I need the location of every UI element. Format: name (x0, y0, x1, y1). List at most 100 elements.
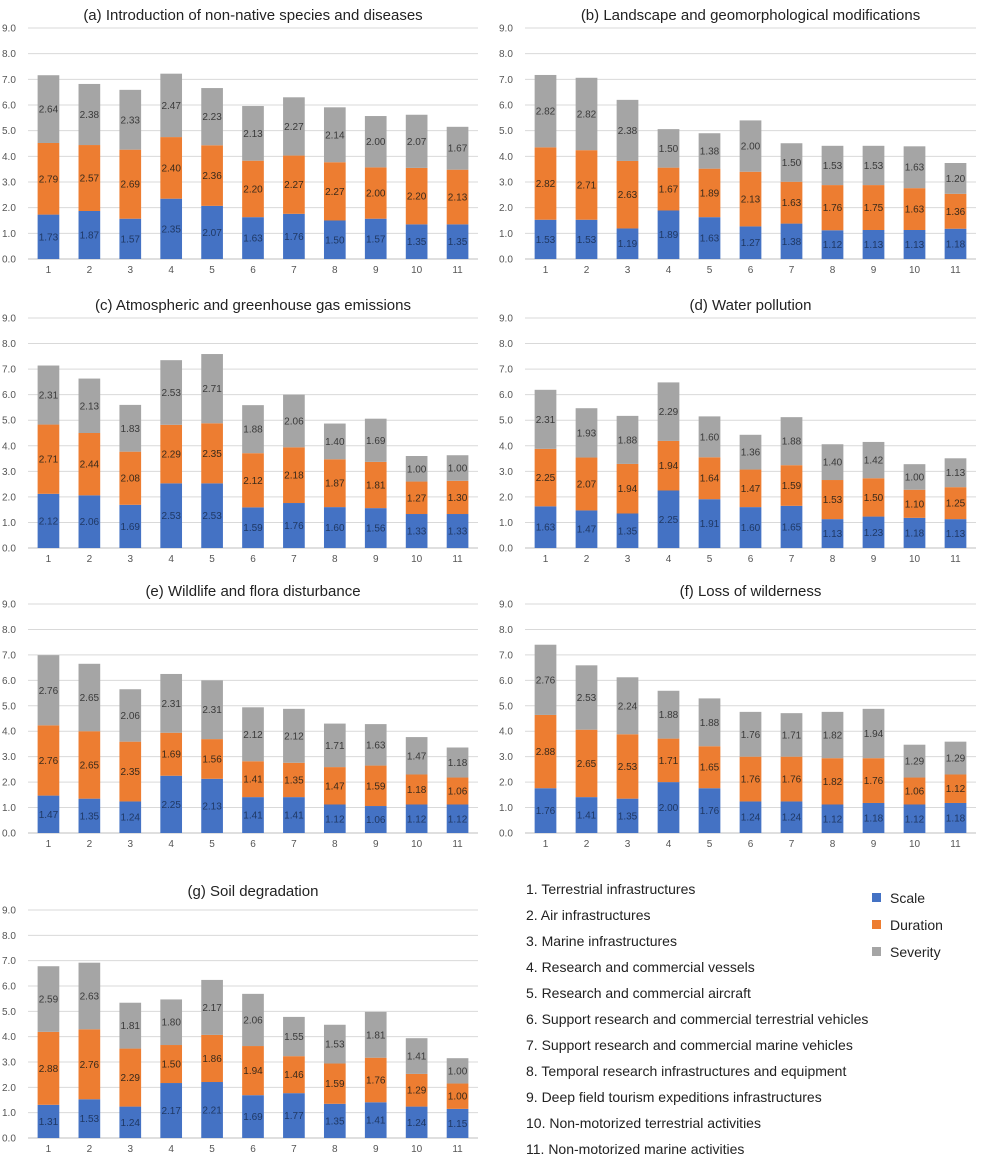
legend-swatch (872, 920, 881, 929)
data-label: 1.41 (366, 1116, 386, 1127)
y-tick-label: 0.0 (2, 544, 16, 555)
bar-scale (323, 507, 346, 548)
bar-scale (78, 1099, 101, 1138)
bar-duration (119, 741, 142, 802)
x-tick-label: 10 (411, 554, 423, 565)
bar-duration (657, 738, 680, 783)
data-label: 1.13 (946, 529, 966, 540)
data-label: 1.57 (366, 234, 386, 245)
data-label: 1.47 (325, 781, 345, 792)
bar-scale (862, 802, 885, 833)
chart-title: (g) Soil degradation (188, 883, 319, 900)
bar-scale (323, 1103, 346, 1138)
y-tick-label: 9.0 (499, 314, 513, 325)
bar-scale (242, 1095, 264, 1138)
data-label: 1.76 (864, 776, 884, 787)
data-label: 2.63 (80, 992, 100, 1003)
bar-severity (739, 434, 762, 470)
x-tick-label: 6 (748, 839, 754, 850)
data-label: 1.53 (864, 161, 884, 172)
series-legend-item: Scale (872, 884, 943, 911)
bar-severity (405, 114, 428, 168)
x-tick-label: 9 (871, 265, 877, 276)
data-label: 1.63 (782, 198, 802, 209)
legend-label: Duration (890, 916, 943, 933)
bar-duration (283, 155, 305, 214)
y-tick-label: 9.0 (499, 600, 513, 611)
category-legend-item: 10. Non-motorized terrestrial activities (526, 1115, 761, 1131)
y-tick-label: 6.0 (499, 676, 513, 687)
y-tick-label: 7.0 (499, 75, 513, 86)
x-tick-label: 4 (168, 1144, 174, 1155)
bar-duration (37, 1031, 60, 1105)
bar-scale (119, 218, 142, 259)
data-label: 1.38 (700, 146, 720, 157)
data-label: 1.94 (864, 729, 884, 740)
bar-scale (201, 778, 223, 833)
y-tick-label: 9.0 (499, 24, 513, 35)
y-tick-label: 8.0 (499, 49, 513, 60)
bar-severity (283, 97, 305, 156)
data-label: 2.57 (80, 174, 100, 185)
bar-duration (698, 168, 721, 218)
data-label: 1.00 (448, 1066, 468, 1077)
data-label: 2.13 (80, 401, 100, 412)
x-tick-label: 11 (452, 265, 463, 276)
bar-scale (160, 483, 183, 548)
x-tick-label: 8 (332, 265, 338, 276)
category-legend-item: 11. Non-motorized marine activities (526, 1141, 745, 1157)
category-legend-item: 6. Support research and commercial terre… (526, 1011, 869, 1027)
data-label: 1.59 (782, 481, 802, 492)
bar-scale (534, 506, 557, 548)
bar-duration (364, 461, 387, 509)
data-label: 2.65 (80, 760, 100, 771)
bar-duration (739, 171, 762, 227)
data-label: 1.12 (823, 814, 843, 825)
bar-scale (698, 788, 721, 833)
data-label: 1.33 (448, 527, 468, 538)
bar-duration (616, 463, 639, 514)
bar-duration (242, 453, 264, 508)
x-tick-label: 1 (46, 265, 52, 276)
x-tick-label: 5 (209, 554, 215, 565)
y-tick-label: 4.0 (2, 727, 16, 738)
y-tick-label: 0.0 (499, 829, 513, 840)
data-label: 1.94 (618, 484, 638, 495)
chart-title: (e) Wildlife and flora disturbance (145, 583, 360, 600)
data-label: 1.41 (243, 775, 263, 786)
y-tick-label: 8.0 (2, 625, 16, 636)
data-label: 1.40 (325, 437, 345, 448)
bar-severity (242, 106, 264, 161)
data-label: 1.73 (39, 232, 59, 243)
data-label: 1.35 (618, 811, 638, 822)
bar-scale (364, 218, 387, 259)
bar-scale (657, 210, 680, 259)
bar-scale (739, 507, 762, 548)
data-label: 2.27 (284, 180, 304, 191)
bar-duration (78, 1029, 101, 1100)
chart-title: (a) Introduction of non-native species a… (83, 7, 422, 24)
bar-duration (242, 1046, 264, 1096)
data-label: 1.50 (325, 235, 345, 246)
bar-duration (201, 1034, 223, 1083)
bar-scale (821, 804, 844, 833)
bar-scale (780, 801, 803, 833)
data-label: 1.41 (284, 811, 304, 822)
x-tick-label: 3 (127, 1144, 133, 1155)
data-label: 2.00 (659, 803, 679, 814)
x-tick-label: 2 (87, 1144, 93, 1155)
bar-duration (201, 145, 223, 206)
bar-severity (698, 698, 721, 747)
bar-scale (283, 503, 305, 548)
bar-duration (283, 762, 305, 798)
x-tick-label: 2 (584, 554, 590, 565)
bar-severity (657, 690, 680, 739)
series-legend-item: Duration (872, 911, 943, 938)
bar-severity (821, 711, 844, 759)
data-label: 2.07 (202, 228, 222, 239)
data-label: 1.12 (905, 814, 925, 825)
bar-scale (160, 198, 183, 259)
data-label: 2.00 (366, 189, 386, 200)
data-label: 1.36 (741, 448, 761, 459)
bar-severity (616, 99, 639, 161)
